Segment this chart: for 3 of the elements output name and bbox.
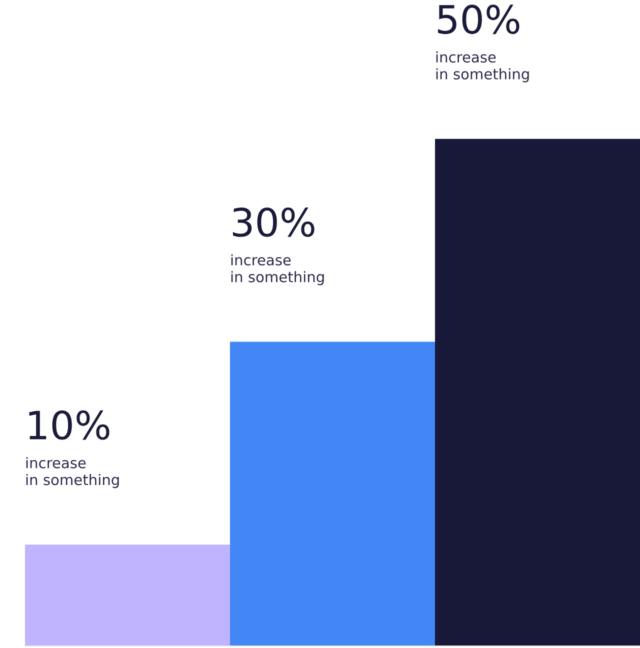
data-label: 10% increase in something: [26, 410, 119, 488]
data-label: 30% increase in something: [231, 208, 324, 286]
data-label: 50% increase in something: [436, 4, 529, 82]
